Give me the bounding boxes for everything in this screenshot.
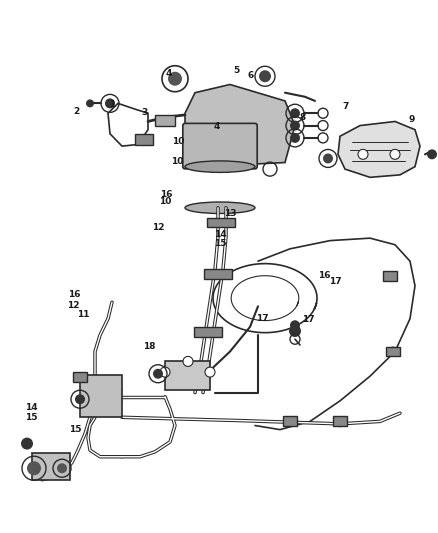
Ellipse shape (185, 161, 255, 172)
Circle shape (205, 367, 215, 377)
Text: 3: 3 (141, 108, 148, 117)
Bar (80, 375, 122, 417)
Circle shape (86, 99, 94, 107)
Circle shape (427, 149, 437, 159)
Text: 7: 7 (343, 102, 349, 111)
Text: 16: 16 (318, 271, 330, 280)
Circle shape (160, 367, 170, 377)
Bar (194, 327, 222, 337)
Text: 15: 15 (25, 413, 38, 422)
Circle shape (335, 417, 345, 427)
Circle shape (290, 108, 300, 118)
Circle shape (57, 463, 67, 473)
Text: 18: 18 (143, 342, 155, 351)
Bar (73, 372, 87, 382)
Text: 4: 4 (214, 122, 220, 131)
Text: 9: 9 (409, 115, 415, 124)
Text: 10: 10 (171, 157, 184, 166)
Circle shape (290, 133, 300, 143)
Circle shape (183, 357, 193, 366)
Text: 16: 16 (160, 190, 173, 199)
Circle shape (290, 320, 300, 330)
Polygon shape (338, 122, 420, 177)
Text: 4: 4 (166, 69, 172, 78)
Circle shape (385, 271, 395, 281)
Circle shape (323, 154, 333, 164)
Polygon shape (185, 84, 295, 167)
Text: 15: 15 (214, 239, 226, 248)
Text: 2: 2 (74, 107, 80, 116)
Circle shape (105, 99, 115, 108)
Text: 12: 12 (67, 302, 80, 310)
Circle shape (21, 438, 33, 450)
Circle shape (290, 120, 300, 131)
FancyBboxPatch shape (183, 123, 257, 169)
Text: 17: 17 (257, 314, 269, 322)
Text: 8: 8 (299, 113, 305, 122)
Bar (32, 454, 70, 480)
Circle shape (75, 394, 85, 404)
Text: 15: 15 (69, 425, 81, 434)
Circle shape (390, 149, 400, 159)
Text: 10: 10 (173, 137, 185, 146)
Bar (207, 217, 235, 228)
Bar (204, 269, 232, 279)
Text: 10: 10 (159, 197, 172, 206)
Text: 11: 11 (77, 310, 89, 319)
Text: 1: 1 (109, 100, 115, 109)
Circle shape (289, 325, 301, 337)
Circle shape (259, 70, 271, 82)
Text: 17: 17 (303, 316, 315, 325)
Text: 6: 6 (247, 71, 254, 80)
Bar (135, 134, 153, 146)
Text: 12: 12 (152, 223, 165, 231)
Bar (383, 271, 397, 281)
Bar (386, 346, 400, 357)
Text: 17: 17 (329, 277, 341, 286)
Text: 14: 14 (25, 403, 38, 412)
Circle shape (358, 149, 368, 159)
Circle shape (27, 461, 41, 475)
Circle shape (388, 346, 398, 357)
Bar (333, 416, 347, 425)
Circle shape (168, 72, 182, 86)
Bar (165, 361, 210, 390)
Text: 13: 13 (224, 209, 236, 219)
Text: 14: 14 (214, 230, 226, 239)
Circle shape (285, 417, 295, 427)
Bar (155, 115, 175, 126)
Circle shape (153, 369, 163, 379)
Bar (283, 416, 297, 425)
Text: 5: 5 (233, 66, 240, 75)
Ellipse shape (185, 202, 255, 214)
Text: 16: 16 (68, 290, 81, 300)
